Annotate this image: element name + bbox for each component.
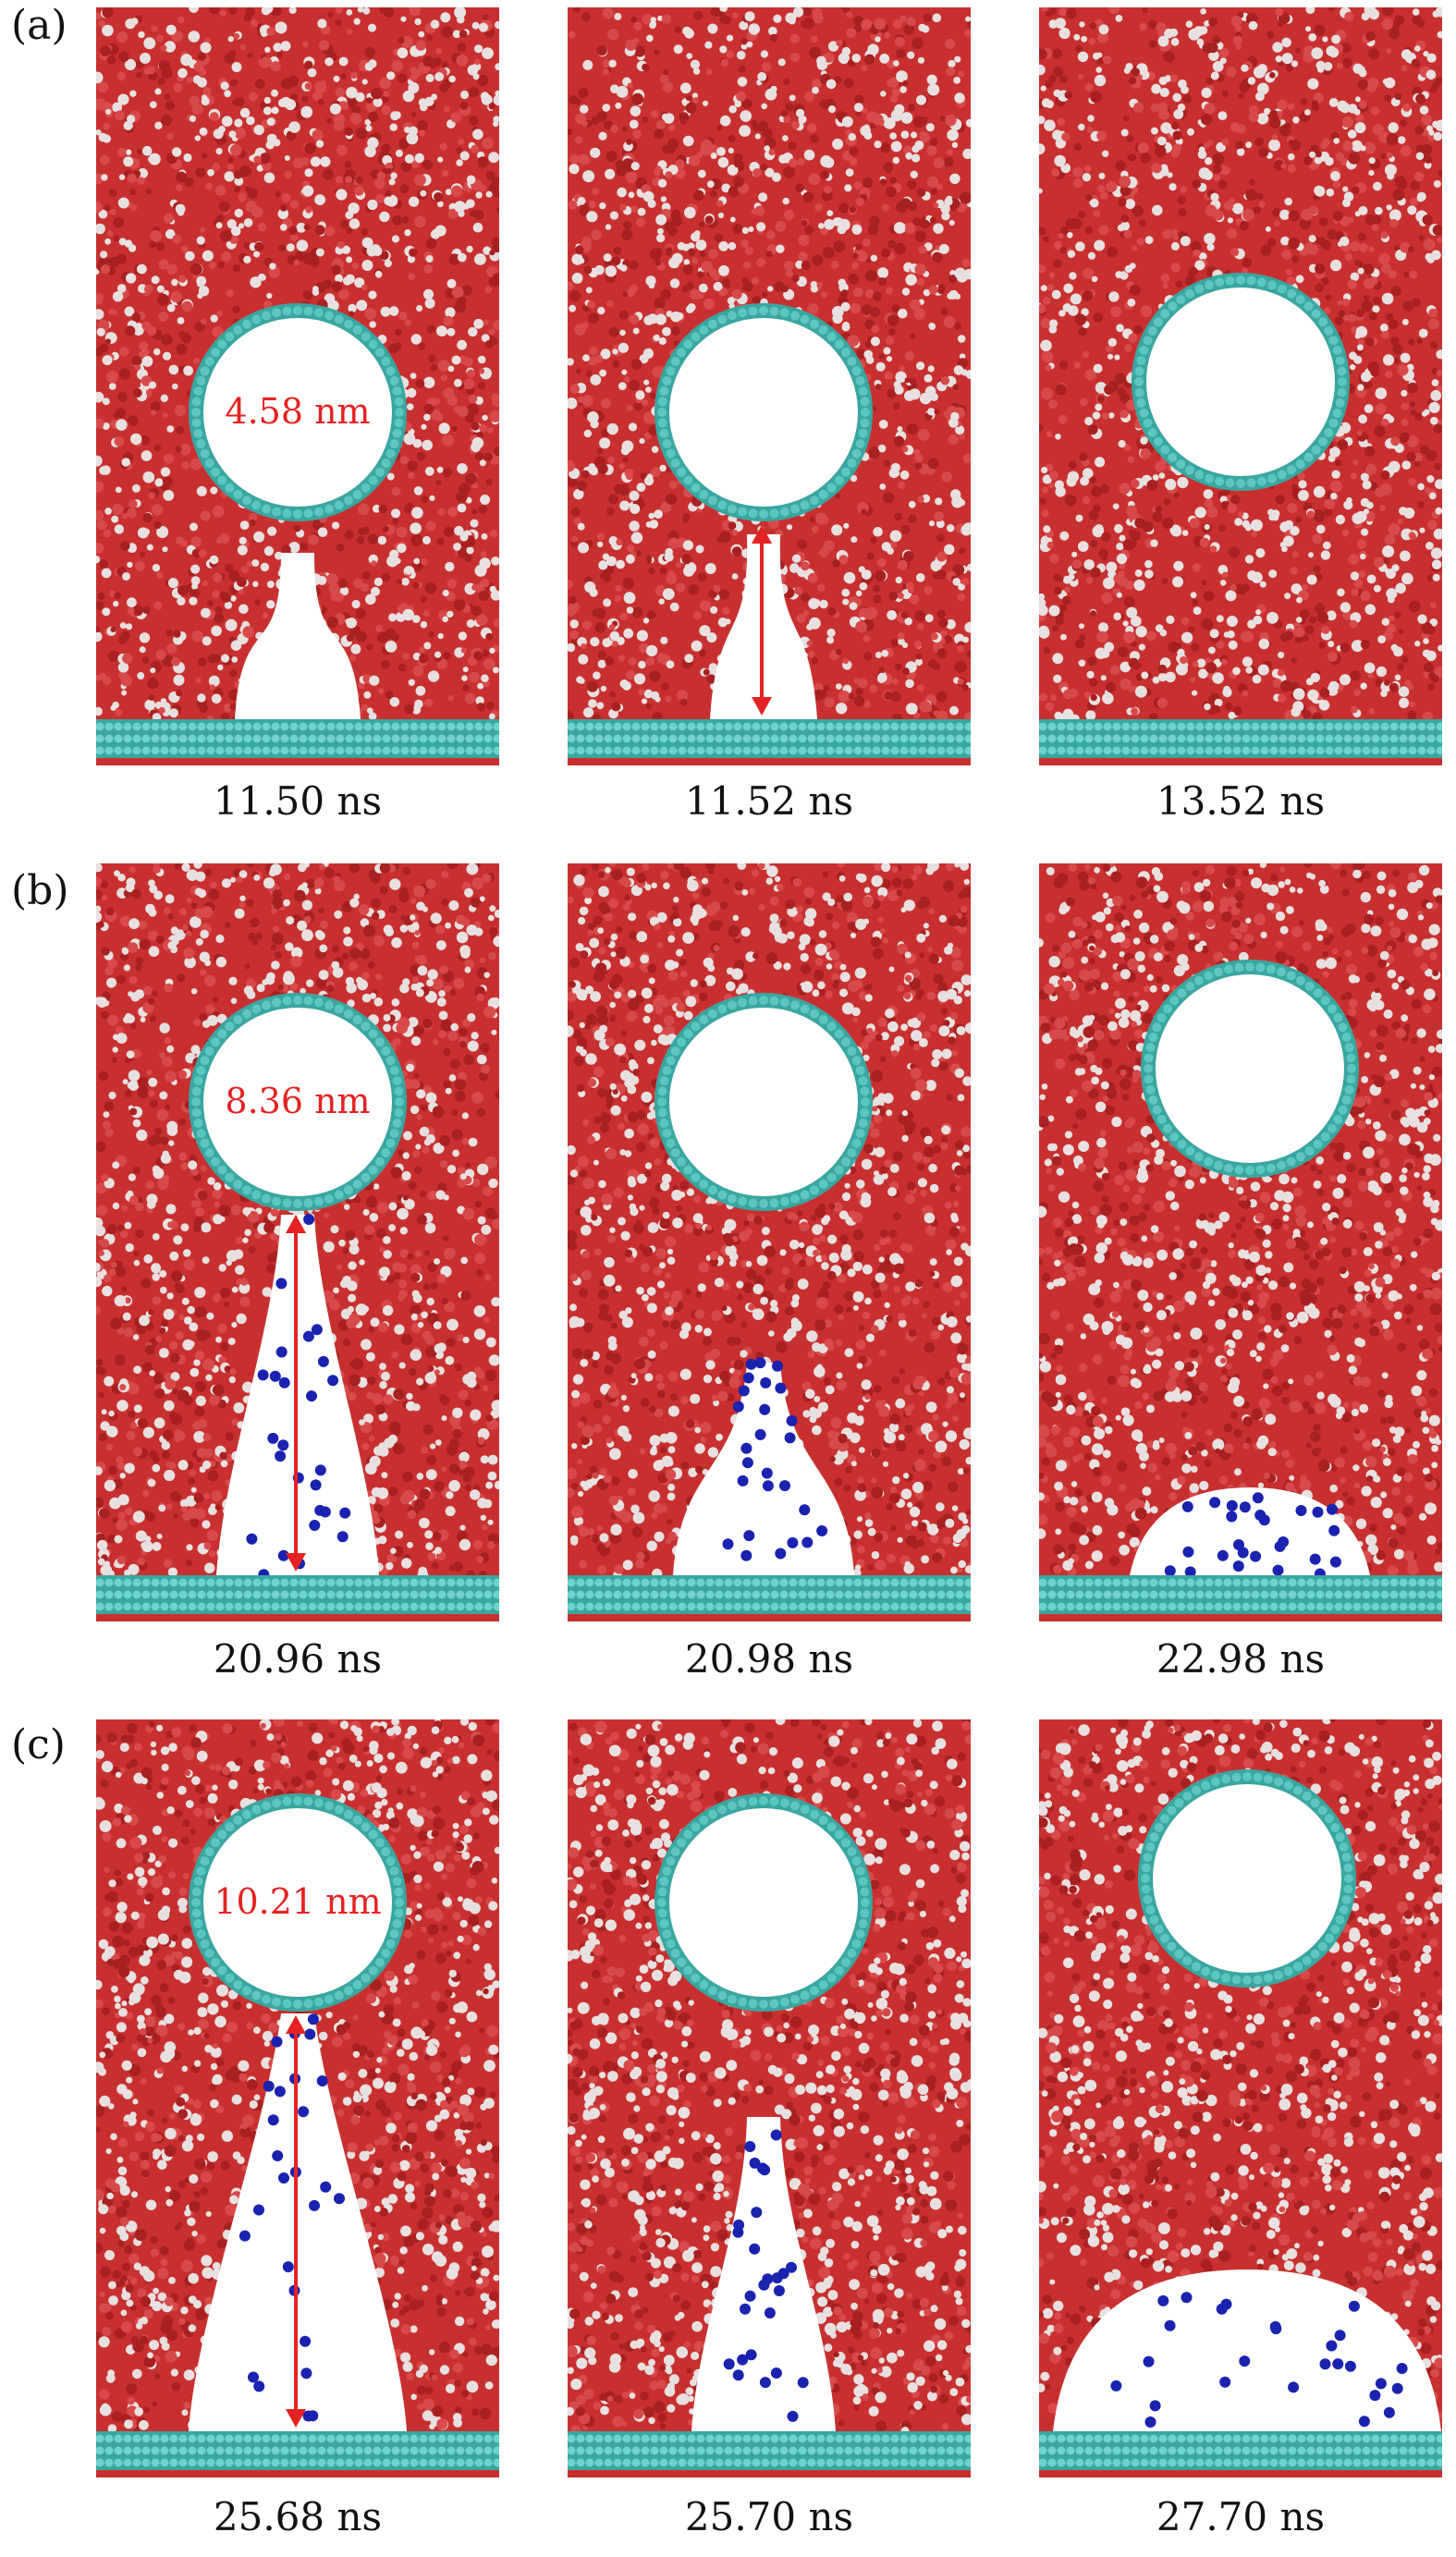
nanotube-ring xyxy=(1138,1769,1356,1988)
row-label-b: (b) xyxy=(11,867,69,914)
distance-label: 8.36 nm xyxy=(225,1081,370,1121)
snapshot-panel xyxy=(568,863,971,1621)
substrate-surface xyxy=(1039,2431,1442,2470)
snapshot-image: 10.21 nm xyxy=(96,1719,499,2477)
substrate-surface xyxy=(1039,719,1442,758)
time-label: 25.68 ns xyxy=(213,2494,383,2539)
nanotube-ring xyxy=(1141,960,1359,1178)
substrate-surface xyxy=(96,1575,499,1614)
distance-arrow xyxy=(286,1215,306,1572)
ion-particles xyxy=(723,2129,809,2422)
snapshot-image xyxy=(1039,863,1442,1621)
nanotube-ring xyxy=(189,993,407,1211)
distance-label: 10.21 nm xyxy=(214,1881,381,1922)
snapshot-panel xyxy=(1039,1719,1442,2477)
substrate-surface xyxy=(568,719,971,758)
snapshot-image xyxy=(568,7,971,765)
distance-label: 4.58 nm xyxy=(225,391,370,432)
distance-arrow xyxy=(752,525,772,716)
snapshot-panel xyxy=(1039,863,1442,1621)
snapshot-image xyxy=(1039,7,1442,765)
substrate-surface xyxy=(96,719,499,758)
time-label: 13.52 ns xyxy=(1156,778,1326,824)
time-label: 11.50 ns xyxy=(213,778,383,824)
nanotube-ring xyxy=(1132,273,1350,491)
time-label: 22.98 ns xyxy=(1156,1636,1326,1682)
distance-arrow xyxy=(286,2015,306,2428)
ion-particles xyxy=(1110,2292,1408,2428)
ion-particles xyxy=(722,1357,828,1561)
snapshot-panel: 8.36 nm xyxy=(96,863,499,1621)
snapshot-image: 8.36 nm xyxy=(96,863,499,1621)
time-label: 25.70 ns xyxy=(684,2494,854,2539)
nanotube-ring xyxy=(189,303,407,521)
nanotube-ring xyxy=(655,1793,873,2012)
snapshot-image: 4.58 nm xyxy=(96,7,499,765)
row-label-a: (a) xyxy=(11,2,67,49)
snapshot-image xyxy=(568,1719,971,2477)
vapor-cavity xyxy=(235,553,361,719)
time-label: 20.96 ns xyxy=(213,1636,383,1682)
snapshot-panel xyxy=(568,1719,971,2477)
snapshot-panel: 10.21 nm xyxy=(96,1719,499,2477)
substrate-surface xyxy=(568,1575,971,1614)
snapshot-panel: 4.58 nm xyxy=(96,7,499,765)
row-label-c: (c) xyxy=(11,1721,66,1768)
nanotube-ring xyxy=(655,303,873,521)
time-label: 20.98 ns xyxy=(684,1636,854,1682)
substrate-surface xyxy=(96,2431,499,2470)
snapshot-panel xyxy=(568,7,971,765)
ion-particles xyxy=(1164,1492,1341,1580)
nanotube-ring xyxy=(655,993,873,1211)
snapshot-image xyxy=(1039,1719,1442,2477)
substrate-surface xyxy=(1039,1575,1442,1614)
snapshot-image xyxy=(568,863,971,1621)
substrate-surface xyxy=(568,2431,971,2470)
time-label: 27.70 ns xyxy=(1156,2494,1326,2539)
snapshot-panel xyxy=(1039,7,1442,765)
vapor-cavity xyxy=(1053,2269,1441,2431)
nanotube-ring xyxy=(189,1793,407,2012)
vapor-cavity xyxy=(691,2117,836,2431)
time-label: 11.52 ns xyxy=(684,778,854,824)
